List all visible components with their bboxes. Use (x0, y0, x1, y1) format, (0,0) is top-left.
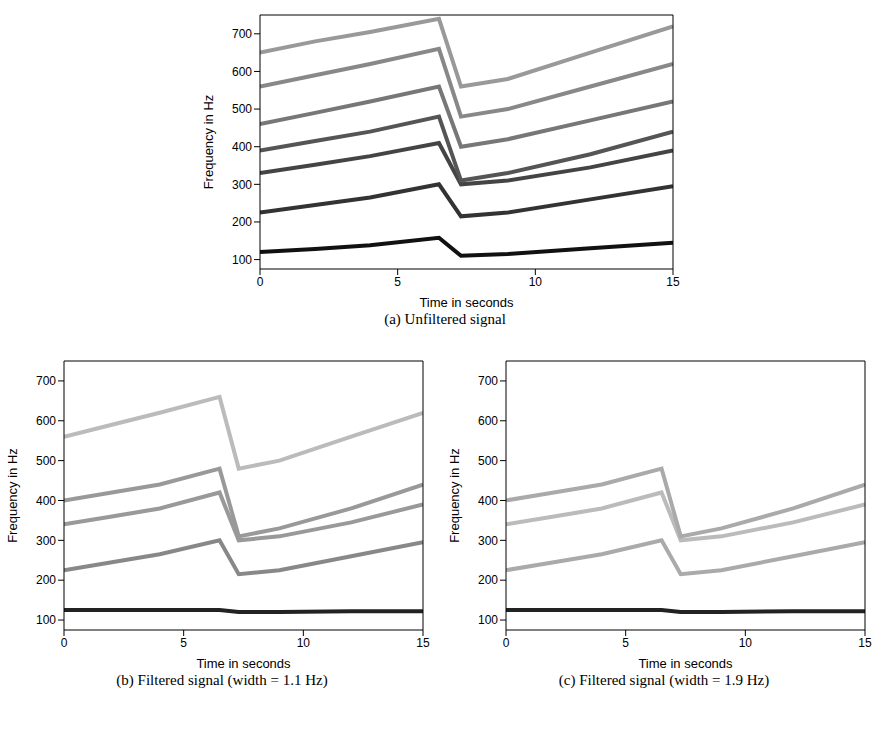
svg-text:Time in seconds: Time in seconds (419, 295, 514, 309)
svg-text:500: 500 (36, 454, 56, 468)
svg-text:600: 600 (478, 414, 498, 428)
svg-text:10: 10 (739, 636, 753, 650)
svg-text:700: 700 (478, 374, 498, 388)
svg-text:Frequency in Hz: Frequency in Hz (447, 448, 462, 543)
svg-text:0: 0 (503, 636, 510, 650)
svg-text:700: 700 (232, 27, 252, 41)
svg-text:700: 700 (36, 374, 56, 388)
html-text:(c) Filtered signal (width = 1: (c) Filtered signal (width = 1.9 Hz) (558, 672, 770, 688)
svg-text:100: 100 (36, 613, 56, 627)
svg-text:Time in seconds: Time in seconds (638, 656, 733, 670)
svg-text:100: 100 (478, 613, 498, 627)
svg-text:400: 400 (232, 140, 252, 154)
svg-text:15: 15 (858, 636, 872, 650)
svg-text:500: 500 (478, 454, 498, 468)
svg-text:5: 5 (394, 275, 401, 289)
svg-text:5: 5 (622, 636, 629, 650)
svg-text:15: 15 (416, 636, 430, 650)
svg-text:500: 500 (232, 102, 252, 116)
svg-text:400: 400 (36, 494, 56, 508)
svg-text:200: 200 (478, 573, 498, 587)
svg-text:300: 300 (36, 534, 56, 548)
svg-text:0: 0 (61, 636, 68, 650)
svg-text:300: 300 (478, 534, 498, 548)
svg-text:200: 200 (232, 215, 252, 229)
svg-text:600: 600 (36, 414, 56, 428)
svg-text:Frequency in Hz: Frequency in Hz (201, 95, 216, 190)
html-text:(b) Filtered signal (width = 1: (b) Filtered signal (width = 1.1 Hz) (116, 672, 328, 688)
svg-text:0: 0 (257, 275, 264, 289)
svg-text:Frequency in Hz: Frequency in Hz (5, 448, 20, 543)
svg-text:10: 10 (297, 636, 311, 650)
svg-text:10: 10 (529, 275, 543, 289)
svg-text:5: 5 (180, 636, 187, 650)
svg-text:15: 15 (666, 275, 680, 289)
html-text:(a) Unfiltered signal: (a) Unfiltered signal (384, 311, 506, 327)
svg-text:300: 300 (232, 178, 252, 192)
svg-text:100: 100 (232, 253, 252, 267)
svg-text:600: 600 (232, 65, 252, 79)
svg-text:400: 400 (478, 494, 498, 508)
svg-text:Time in seconds: Time in seconds (196, 656, 291, 670)
svg-text:200: 200 (36, 573, 56, 587)
